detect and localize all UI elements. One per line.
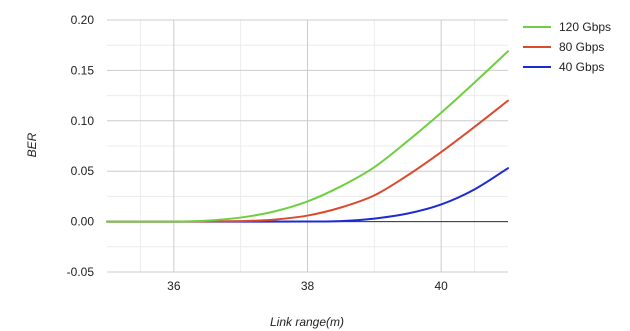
x-axis-ticks: 36 38 40 (167, 279, 448, 293)
legend-label-40-gbps: 40 Gbps (559, 60, 604, 74)
y-tick-label: 0.15 (71, 63, 95, 77)
series-layer (106, 50, 509, 223)
legend-label-80-gbps: 80 Gbps (559, 40, 604, 54)
series-line-80-gbps (106, 99, 509, 223)
legend: 120 Gbps 80 Gbps 40 Gbps (523, 20, 611, 74)
series-line-120-gbps (106, 50, 509, 223)
y-tick-label: 0.20 (71, 13, 95, 27)
legend-label-120-gbps: 120 Gbps (559, 20, 611, 34)
x-tick-label: 40 (434, 279, 448, 293)
y-axis-ticks: -0.05 0.00 0.05 0.10 0.15 0.20 (67, 13, 95, 279)
y-tick-label: 0.10 (71, 114, 95, 128)
y-axis-title: BER (25, 132, 39, 157)
y-tick-label: 0.00 (71, 215, 95, 229)
x-tick-label: 38 (301, 279, 315, 293)
x-axis-title: Link range(m) (270, 315, 344, 329)
y-tick-label: 0.05 (71, 164, 95, 178)
x-tick-label: 36 (167, 279, 181, 293)
y-tick-label: -0.05 (67, 265, 95, 279)
